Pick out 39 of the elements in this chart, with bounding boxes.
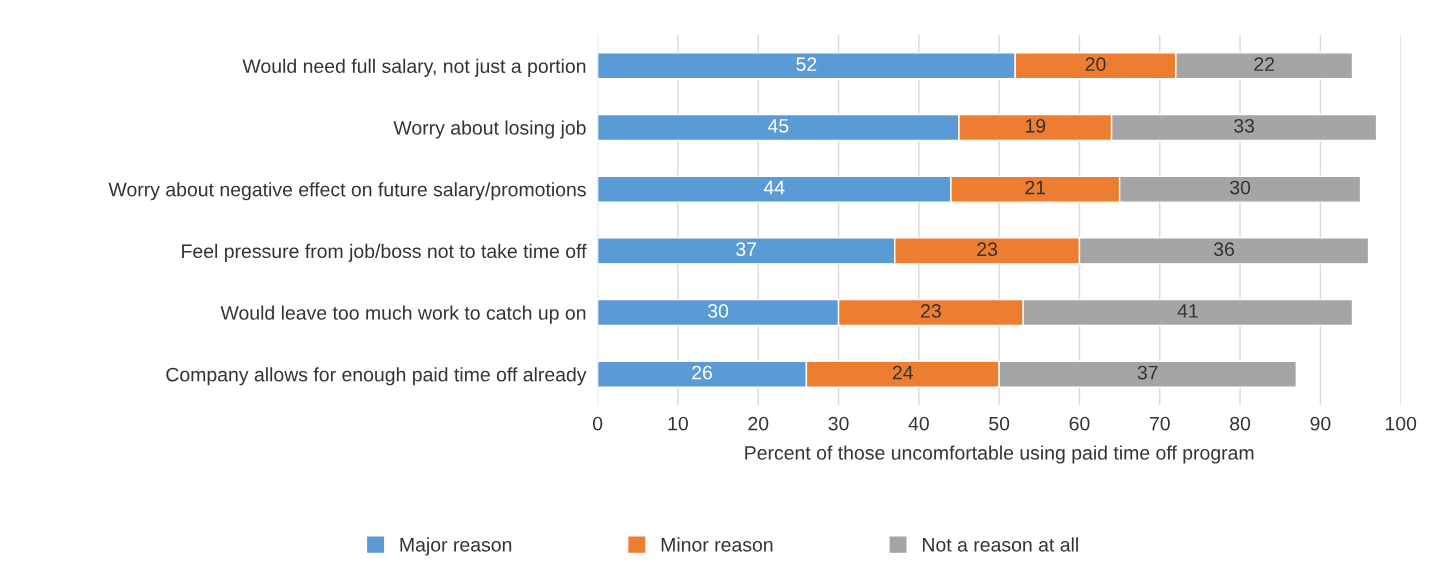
data-label: 30 <box>708 304 729 318</box>
data-label: 20 <box>1085 57 1106 72</box>
data-label: 36 <box>1213 242 1234 257</box>
x-tick-label: 0 <box>592 416 603 431</box>
y-tick-label: Worry about losing job <box>393 120 586 139</box>
x-tick-label: 30 <box>828 416 849 431</box>
y-tick-label: Feel pressure from job/boss not to take time off <box>182 243 587 262</box>
data-label: 37 <box>736 242 757 257</box>
y-tick-label: Would need full salary, not just a portion <box>242 58 586 77</box>
data-label: 22 <box>1254 57 1275 71</box>
legend-label: Minor reason <box>661 537 773 552</box>
data-label: 23 <box>921 304 941 318</box>
data-label: 30 <box>1230 180 1251 195</box>
y-tick-label: Would leave too much work to catch up on <box>220 305 586 324</box>
data-label: 21 <box>1025 180 1046 195</box>
x-tick-label: 60 <box>1069 416 1090 431</box>
data-label: 19 <box>1025 118 1046 133</box>
x-tick-label: 100 <box>1385 416 1417 431</box>
x-tick-label: 10 <box>668 416 688 431</box>
x-tick-label: 80 <box>1230 416 1251 431</box>
data-label: 52 <box>796 57 817 72</box>
x-tick-label: 40 <box>908 416 929 431</box>
data-label: 23 <box>977 242 998 257</box>
x-tick-label: 20 <box>748 416 769 431</box>
y-tick-label: Worry about negative effect on future salary/promotions <box>108 182 586 201</box>
data-label: 44 <box>763 180 785 195</box>
x-axis-title: Percent of those uncomfortable using paid time off program <box>745 445 1254 464</box>
y-tick-label: Company allows for enough paid time off already <box>166 367 587 386</box>
data-label: 33 <box>1234 118 1255 133</box>
x-tick-label: 50 <box>989 416 1010 431</box>
legend-label: Not a reason at all <box>923 537 1078 552</box>
legend-label: Major reason <box>400 537 512 556</box>
data-label: 37 <box>1137 365 1158 380</box>
x-tick-label: 90 <box>1310 416 1331 431</box>
data-label: 26 <box>692 365 712 380</box>
data-label: 45 <box>767 119 789 133</box>
x-tick-label: 70 <box>1149 416 1170 431</box>
data-label: 41 <box>1177 304 1198 318</box>
data-label: 24 <box>892 365 914 380</box>
